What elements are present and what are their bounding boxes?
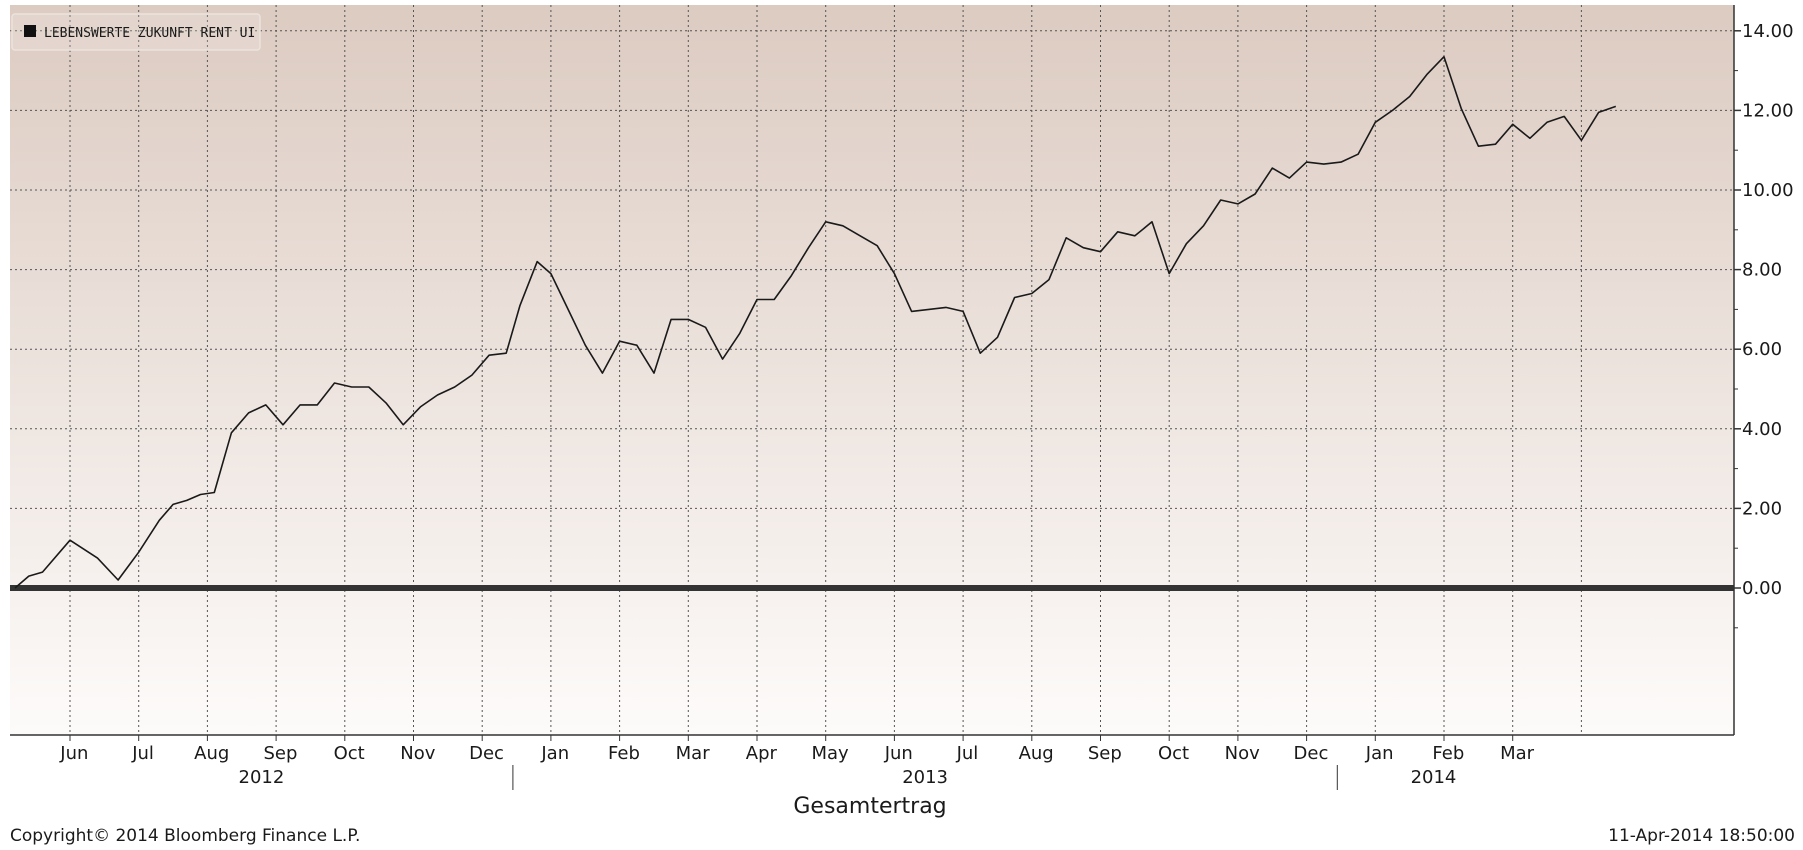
y-tick-label: 4.00 [1742,419,1782,440]
x-tick-label: Jun [59,743,88,764]
x-tick-label: Jan [540,743,569,764]
x-tick-label: Mar [676,743,711,764]
series-line [14,55,1617,589]
y-tick-label: 6.00 [1742,339,1782,360]
legend: LEBENSWERTE ZUKUNFT RENT UI [11,13,261,51]
x-tick-label: Nov [400,743,435,764]
timestamp-text: 11-Apr-2014 18:50:00 [1608,826,1795,846]
series-layer [14,55,1617,589]
y-tick-label: 12.00 [1742,100,1794,121]
x-tick-label: Dec [469,743,504,764]
y-axis: 0.00 2.00 4.00 6.00 8.00 10.00 12.00 14.00 [1734,21,1794,629]
y-tick-label: 0.00 [1742,578,1782,599]
y-tick-label: 2.00 [1742,498,1782,519]
x-tick-label: Apr [746,743,778,764]
x-tick-label: Jul [131,743,154,764]
y-tick-label: 14.00 [1742,21,1794,42]
plot-background [10,5,1734,735]
x-axis: Jun Jul Aug Sep Oct Nov Dec Jan Feb Mar Apr May Jun J… [59,735,1535,790]
x-tick-label: Mar [1500,743,1535,764]
copyright-text: Copyright© 2014 Bloomberg Finance L.P. [10,826,361,846]
x-tick-label: Feb [1432,743,1464,764]
legend-label: LEBENSWERTE ZUKUNFT RENT UI [44,26,255,41]
x-tick-label: Jul [956,743,979,764]
x-tick-label: Aug [1019,743,1054,764]
x-tick-label: Sep [1088,743,1122,764]
x-tick-label: Feb [608,743,640,764]
grid [10,5,1734,735]
x-tick-label: Dec [1294,743,1329,764]
year-label: 2012 [239,767,285,788]
year-label: 2013 [902,767,948,788]
y-tick-label: 8.00 [1742,260,1782,281]
year-label: 2014 [1411,767,1457,788]
x-tick-label: Oct [1158,743,1189,764]
x-tick-label: Sep [263,743,297,764]
x-tick-label: Jan [1365,743,1394,764]
x-tick-label: Oct [334,743,365,764]
x-tick-label: Jun [884,743,913,764]
x-tick-label: Nov [1225,743,1260,764]
x-axis-label: Gesamtertrag [793,794,947,819]
y-tick-label: 10.00 [1742,180,1794,201]
x-tick-label: May [811,743,849,764]
legend-box [11,13,261,51]
legend-swatch [24,25,36,37]
x-tick-label: Aug [194,743,229,764]
